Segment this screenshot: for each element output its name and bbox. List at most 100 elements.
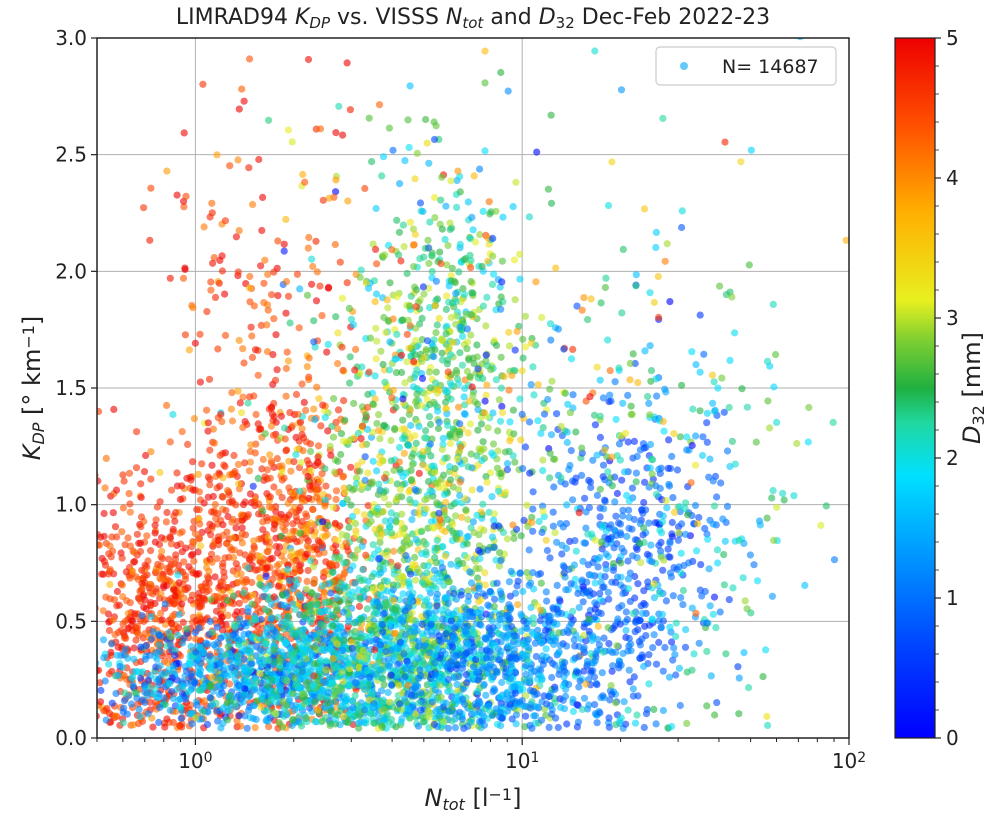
data-point (411, 553, 419, 562)
data-point (443, 292, 451, 300)
data-point (316, 282, 324, 290)
data-point (438, 445, 446, 453)
data-point (173, 469, 181, 477)
data-point (372, 204, 380, 213)
data-point (280, 601, 289, 609)
data-point (389, 386, 397, 394)
data-point (221, 449, 229, 457)
data-point (230, 451, 238, 460)
data-point (140, 468, 149, 476)
data-point (98, 554, 106, 563)
data-point (195, 686, 204, 694)
data-point (537, 429, 545, 437)
data-point (233, 693, 241, 701)
data-point (412, 336, 420, 344)
data-point (364, 502, 372, 510)
data-point (329, 655, 337, 663)
data-point (129, 617, 137, 625)
data-point (446, 463, 454, 471)
data-point (466, 420, 474, 428)
data-point (343, 496, 351, 504)
data-point (473, 353, 481, 361)
data-point (542, 645, 550, 653)
data-point (405, 714, 414, 722)
data-point (106, 542, 114, 550)
data-point (324, 340, 332, 348)
data-point (105, 709, 114, 718)
data-point (161, 600, 169, 608)
data-point (144, 710, 152, 718)
data-point (265, 582, 273, 590)
data-point (367, 517, 375, 525)
data-point (421, 434, 429, 442)
data-point (247, 619, 255, 627)
data-point (230, 631, 238, 639)
data-point (195, 506, 203, 514)
data-point (401, 379, 409, 387)
data-point (207, 596, 215, 604)
data-point (319, 573, 328, 581)
data-point (403, 536, 411, 544)
data-point (412, 617, 420, 625)
data-point (379, 360, 387, 369)
data-point (271, 514, 279, 523)
data-point (465, 397, 473, 405)
data-point (141, 572, 149, 580)
data-point (431, 193, 439, 202)
data-point (120, 477, 128, 485)
data-point (372, 324, 380, 332)
data-point (350, 399, 358, 407)
data-point (454, 486, 463, 494)
data-point (569, 695, 577, 704)
data-point (132, 573, 140, 581)
data-point (416, 199, 425, 207)
data-point (300, 633, 308, 641)
data-point (575, 604, 583, 612)
data-point (119, 719, 127, 727)
data-point (394, 493, 402, 501)
data-point (208, 461, 216, 469)
data-point (391, 630, 399, 638)
data-point (180, 558, 188, 566)
data-point (264, 717, 272, 725)
data-point (160, 584, 168, 592)
data-point (411, 230, 419, 238)
data-point (413, 390, 421, 398)
data-point (287, 548, 296, 556)
data-point (275, 560, 283, 568)
data-point (504, 87, 512, 95)
data-point (366, 510, 375, 518)
data-point (247, 441, 255, 449)
data-point (191, 628, 199, 637)
data-point (129, 681, 137, 689)
data-point (516, 275, 524, 283)
data-point (102, 716, 110, 724)
data-point (151, 529, 159, 537)
data-point (329, 433, 338, 441)
data-point (141, 698, 149, 707)
data-point (172, 508, 180, 517)
data-point (210, 508, 218, 517)
data-point (273, 455, 281, 463)
data-point (483, 293, 491, 301)
data-point (182, 667, 190, 675)
data-point (240, 656, 248, 664)
data-point (453, 369, 461, 377)
data-point (377, 651, 385, 659)
data-point (133, 694, 141, 702)
data-point (133, 622, 141, 631)
data-point (418, 314, 426, 322)
data-point (468, 289, 476, 297)
data-point (171, 651, 179, 660)
data-point (431, 554, 439, 562)
data-point (170, 585, 178, 593)
data-point (171, 592, 179, 600)
data-point (497, 293, 505, 301)
data-point (364, 469, 372, 477)
data-point (259, 647, 267, 655)
data-point (288, 508, 296, 516)
data-point (469, 518, 477, 526)
data-point (200, 595, 209, 603)
data-point (264, 706, 272, 714)
data-point (325, 580, 333, 588)
